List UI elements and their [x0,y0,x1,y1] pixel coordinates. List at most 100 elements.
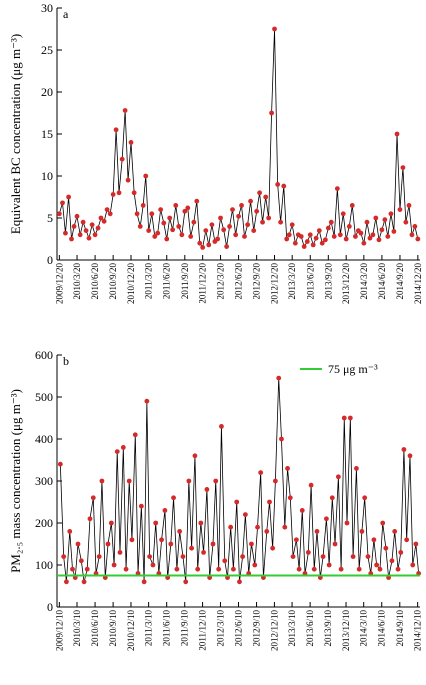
panel-label: a [63,7,69,21]
data-point [56,211,62,217]
data-point [364,219,370,225]
data-point [403,219,409,225]
x-tick-label: 2014/6/10 [377,610,387,647]
data-point [81,579,87,585]
x-tick-label: 2009/12/20 [54,263,64,305]
data-point [255,524,260,530]
data-point [179,232,185,238]
y-tick-label: 30 [41,1,53,15]
data-point [354,466,359,471]
data-point [110,192,116,197]
data-point [269,110,274,116]
x-tick-label: 2010/9/20 [108,263,118,300]
data-point [397,207,403,213]
y-tick-label: 15 [41,127,53,141]
data-point [296,566,302,572]
x-tick-label: 2014/9/20 [395,263,405,300]
data-point [228,524,234,530]
data-point [69,236,74,242]
data-point [113,127,119,133]
data-point [117,550,123,555]
x-tick-label: 2012/12/10 [269,610,279,652]
data-point [252,562,258,568]
data-point [392,529,398,534]
x-tick-label: 2009/12/10 [54,610,64,652]
data-point [75,541,81,547]
data-point [320,554,326,559]
data-point [61,554,67,559]
data-point [87,516,93,522]
series-line [59,378,420,582]
data-point [105,541,111,547]
data-point [64,579,69,585]
data-point [221,227,227,233]
x-tick-label: 2012/9/10 [252,610,262,647]
data-point [189,545,195,551]
data-point [349,203,355,208]
data-point [167,215,173,221]
data-point [90,495,96,501]
y-tick-label: 10 [41,169,53,183]
data-point [120,445,126,450]
x-tick-label: 2012/6/10 [234,610,244,647]
data-point [168,541,174,547]
data-point [186,478,192,484]
data-point [328,219,334,225]
data-point [122,108,128,113]
x-tick-label: 2011/12/20 [198,263,208,304]
x-tick-label: 2011/3/10 [144,610,154,647]
data-point [143,173,149,179]
data-point [198,520,204,526]
data-point [258,470,264,475]
data-point [204,487,210,492]
data-point [60,200,65,206]
data-point [218,215,223,221]
data-point [353,234,358,239]
data-point [344,520,350,526]
data-point [289,222,295,228]
data-point [203,228,209,234]
y-axis-title: PM₂.₅ mass concentration (μg m⁻³) [8,389,23,573]
data-point [92,232,98,238]
x-tick-label: 2014/6/20 [377,263,387,300]
data-point [371,537,377,543]
data-point [316,228,322,234]
data-point [343,236,349,242]
panel-label: b [63,354,69,368]
data-point [383,545,389,551]
data-point [140,203,146,208]
data-point [134,211,140,217]
data-point [410,562,416,568]
data-point [227,224,232,229]
data-point [287,495,293,501]
data-point [400,165,406,171]
data-point [144,398,150,404]
data-point [290,554,296,559]
data-point [254,208,260,214]
data-point [108,520,114,526]
x-tick-label: 2010/3/20 [72,263,82,300]
data-point [285,466,290,471]
data-point [299,508,305,513]
data-point [119,156,125,162]
x-tick-label: 2011/12/10 [198,610,208,651]
y-tick-label: 100 [35,558,53,572]
data-point [164,236,170,242]
legend-label: 75 μg m⁻³ [328,362,378,376]
data-point [395,566,401,572]
data-point [334,186,340,192]
data-point [104,207,110,213]
data-point [337,232,343,238]
data-point [191,219,197,225]
x-tick-label: 2014/12/20 [413,263,423,305]
y-tick-label: 300 [35,474,53,488]
data-point [180,554,186,559]
data-point [128,140,134,145]
data-point [195,566,201,572]
x-tick-label: 2012/9/20 [252,263,262,300]
data-point [401,447,407,452]
data-point [298,234,304,239]
data-point [409,232,415,238]
data-point [219,424,224,429]
